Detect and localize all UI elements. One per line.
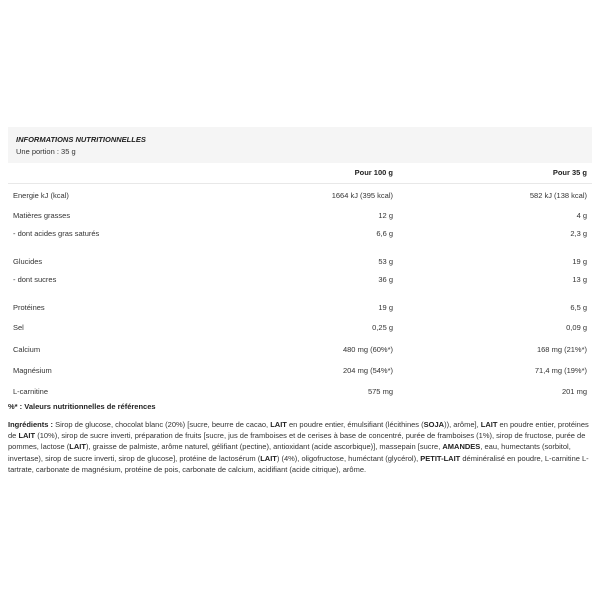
column-header-per-100g: Pour 100 g <box>354 168 393 177</box>
footnote: %* : Valeurs nutritionnelles de référenc… <box>8 402 156 411</box>
header-divider <box>8 183 592 184</box>
value-per-portion: 168 mg (21%*) <box>536 345 587 354</box>
nutrition-title: INFORMATIONS NUTRITIONNELLES <box>16 135 146 144</box>
row-label: Protéines <box>13 303 45 312</box>
ingredients-text: Ingrédients : Sirop de glucose, chocolat… <box>8 419 592 475</box>
value-per-portion: 201 mg <box>561 387 587 396</box>
value-per-portion: 4 g <box>576 211 587 220</box>
nutrition-header: INFORMATIONS NUTRITIONNELLES Une portion… <box>8 127 592 163</box>
table-row: L-carnitine 575 mg 201 mg <box>8 387 592 401</box>
row-label: Matières grasses <box>13 211 71 220</box>
table-row: Matières grasses 12 g 4 g <box>8 211 592 225</box>
ingredient-emphasis: PETIT-LAIT <box>420 453 461 463</box>
table-row: Energie kJ (kcal) 1664 kJ (395 kcal) 582 k… <box>8 191 592 205</box>
value-per-100g: 12 g <box>378 211 393 220</box>
table-row: Protéines 19 g 6,5 g <box>8 303 592 317</box>
table-row: Calcium 480 mg (60%*) 168 mg (21%*) <box>8 345 592 359</box>
column-header-per-portion: Pour 35 g <box>552 168 587 177</box>
row-label: Energie kJ (kcal) <box>13 191 69 200</box>
ingredient-text: Sirop de glucose, chocolat blanc (20%) [… <box>55 420 271 429</box>
table-row: - dont acides gras saturés 6,6 g 2,3 g <box>8 229 592 243</box>
ingredient-text: en poudre entier, protéines de <box>8 420 589 441</box>
ingredient-text: ) (4%), oligofructose, huméctant (glycér… <box>276 453 421 463</box>
value-per-portion: 6,5 g <box>570 303 587 312</box>
ingredient-text: )), arôme], <box>444 420 481 429</box>
ingredient-emphasis: SOJA <box>423 420 445 429</box>
row-label: Calcium <box>13 345 41 354</box>
ingredient-emphasis: LAIT <box>69 442 86 452</box>
ingredient-emphasis: LAIT <box>270 420 287 429</box>
value-per-100g: 480 mg (60%*) <box>342 345 393 354</box>
row-label: - dont acides gras saturés <box>13 229 100 238</box>
table-row: Magnésium 204 mg (54%*) 71,4 mg (19%*) <box>8 366 592 380</box>
ingredient-text: déminéralisé en poudre, L-carnitine L-ta… <box>8 453 589 474</box>
table-row: Glucides 53 g 19 g <box>8 257 592 271</box>
ingredient-emphasis: AMANDES <box>442 442 481 452</box>
value-per-portion: 19 g <box>572 257 587 266</box>
value-per-100g: 36 g <box>378 275 393 284</box>
ingredient-emphasis: LAIT <box>480 420 498 429</box>
ingredient-text: , eau, humectants (sorbitol, invertase),… <box>8 442 571 463</box>
ingredient-text: ), graisse de palmiste, arôme naturel, g… <box>85 442 443 452</box>
value-per-portion: 2,3 g <box>570 229 587 238</box>
row-label: Glucides <box>13 257 43 266</box>
value-per-portion: 582 kJ (138 kcal) <box>529 191 587 200</box>
portion-size: Une portion : 35 g <box>16 147 76 156</box>
table-header-row: Pour 100 g Pour 35 g <box>8 168 592 182</box>
value-per-portion: 71,4 mg (19%*) <box>534 366 587 375</box>
table-row: Sel 0,25 g 0,09 g <box>8 323 592 337</box>
ingredient-text: (10%), sirop de sucre inverti, préparati… <box>8 431 586 452</box>
ingredient-emphasis: LAIT <box>260 453 277 463</box>
row-label: L-carnitine <box>13 387 49 396</box>
ingredient-emphasis: LAIT <box>18 431 36 441</box>
value-per-portion: 0,09 g <box>566 323 587 332</box>
row-label: Sel <box>13 323 24 332</box>
value-per-portion: 13 g <box>572 275 587 284</box>
row-label: - dont sucres <box>13 275 57 284</box>
table-row: - dont sucres 36 g 13 g <box>8 275 592 289</box>
value-per-100g: 19 g <box>378 303 393 312</box>
value-per-100g: 204 mg (54%*) <box>342 366 393 375</box>
row-label: Magnésium <box>13 366 52 375</box>
value-per-100g: 575 mg <box>367 387 393 396</box>
value-per-100g: 53 g <box>378 257 393 266</box>
value-per-100g: 0,25 g <box>372 323 393 332</box>
ingredient-emphasis: Ingrédients : <box>8 420 56 429</box>
ingredient-text: en poudre entier, émulsifiant (lécithine… <box>286 420 424 429</box>
value-per-100g: 6,6 g <box>376 229 393 238</box>
value-per-100g: 1664 kJ (395 kcal) <box>331 191 393 200</box>
